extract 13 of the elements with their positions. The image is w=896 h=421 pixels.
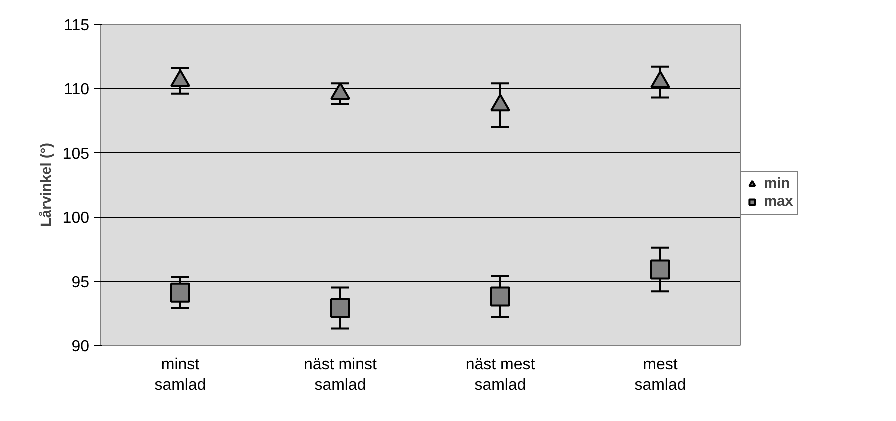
y-tick-label: 110: [64, 82, 90, 99]
legend-label: min: [764, 176, 790, 192]
y-axis-title: Lårvinkel (°): [38, 142, 55, 228]
y-tick-label: 100: [62, 210, 90, 228]
x-tick-label: minst samlad: [154, 356, 206, 394]
x-tick-label: mest samlad: [634, 356, 686, 394]
y-tick-label: 95: [72, 274, 90, 292]
y-tick-label: 105: [62, 146, 90, 163]
x-tick-label: näst mest samlad: [466, 356, 536, 394]
legend-label: max: [764, 194, 794, 210]
y-tick-label: 90: [72, 338, 90, 356]
y-tick-label: 115: [64, 18, 90, 34]
x-tick-label: näst minst samlad: [304, 356, 378, 394]
